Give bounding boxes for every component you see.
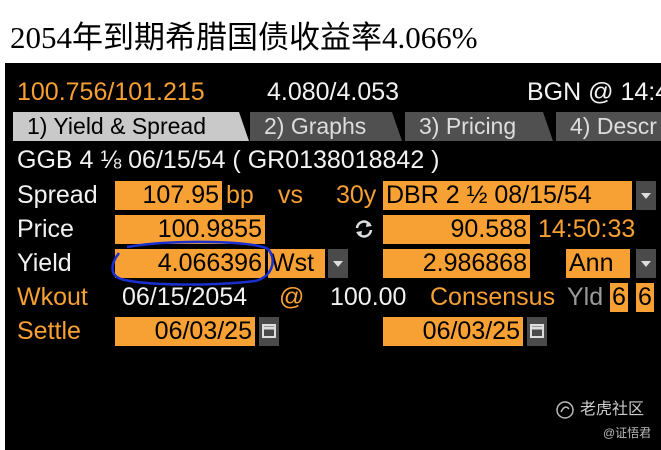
tenor: 30y <box>336 181 377 209</box>
highlight-circle <box>111 240 274 286</box>
convention[interactable]: Ann <box>566 249 630 278</box>
field-label: Yield <box>17 249 72 277</box>
vs: vs <box>278 181 303 209</box>
at: @ <box>279 283 305 311</box>
price-value[interactable]: 100.9855 <box>115 215 265 244</box>
dropdown[interactable] <box>636 249 656 278</box>
dropdown[interactable] <box>328 249 348 278</box>
field-label: Wkout <box>17 283 88 311</box>
consensus-box[interactable]: 6 <box>610 283 628 312</box>
yld: Yld <box>567 283 604 311</box>
watermark-logo <box>556 401 574 419</box>
time: 14:50:33 <box>538 215 636 243</box>
watermark-author: @证悟君 <box>603 426 652 440</box>
tab[interactable]: 4) Descr <box>556 112 661 141</box>
watermark-brand: 老虎社区 <box>580 401 645 418</box>
bid-ask: 100.756/101.215 <box>17 78 205 106</box>
benchmark-price[interactable]: 90.588 <box>383 215 530 244</box>
benchmark[interactable]: DBR 2 ½ 08/15/54 <box>383 181 632 210</box>
calendar-icon[interactable] <box>259 317 279 346</box>
benchmark-settle-date[interactable]: 06/03/25 <box>383 317 523 346</box>
benchmark-yield[interactable]: 2.986868 <box>383 249 530 278</box>
headline: 2054年到期希腊国债收益率4.066% <box>10 20 478 55</box>
settle-date[interactable]: 06/03/25 <box>115 317 255 346</box>
workout-price: 100.00 <box>330 283 407 311</box>
field-label: Settle <box>17 317 81 345</box>
terminal: 100.756/101.215 4.080/4.053 BGN @ 14:4 1… <box>5 63 661 450</box>
source: BGN @ 14:4 <box>527 78 661 106</box>
field-label: Spread <box>17 181 98 209</box>
field-label: Price <box>17 215 74 243</box>
consensus-box[interactable]: 6 <box>636 283 654 312</box>
tab[interactable]: 3) Pricing <box>405 112 553 141</box>
refresh-icon[interactable] <box>353 218 375 240</box>
unit: bp <box>226 181 254 209</box>
yield-value[interactable]: 4.066396 <box>115 249 265 278</box>
calendar-icon[interactable] <box>527 317 547 346</box>
tab[interactable]: 1) Yield & Spread <box>13 112 249 141</box>
tab[interactable]: 2) Graphs <box>250 112 402 141</box>
yields: 4.080/4.053 <box>267 78 400 106</box>
dropdown[interactable] <box>636 181 656 210</box>
security: GGB 4 ⅛ 06/15/54 ( GR0138018842 ) <box>17 146 440 174</box>
spread-value[interactable]: 107.95 <box>115 181 222 210</box>
yield-type[interactable]: Wst <box>268 249 325 278</box>
consensus: Consensus <box>430 283 556 311</box>
workout-date: 06/15/2054 <box>122 283 248 311</box>
